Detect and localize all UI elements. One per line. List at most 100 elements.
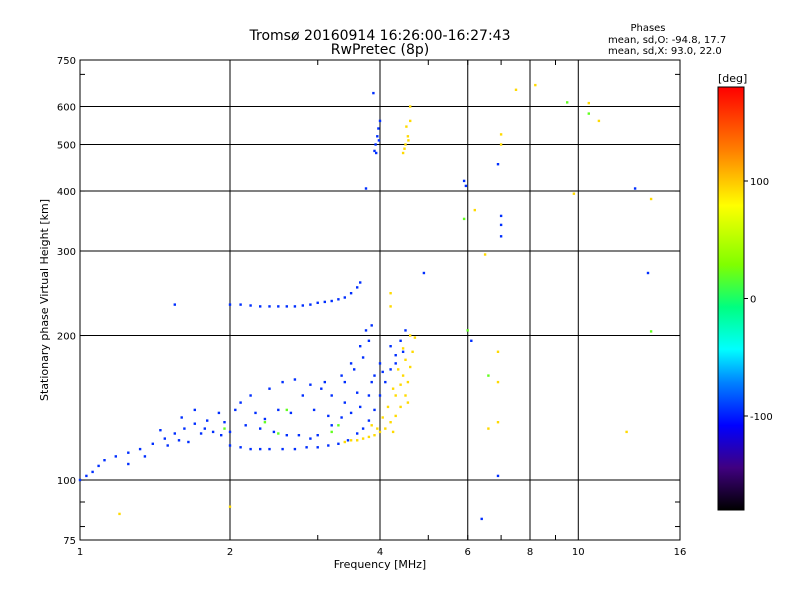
data-point <box>239 446 242 449</box>
data-point <box>297 434 301 437</box>
data-point <box>337 424 340 427</box>
data-point <box>373 374 376 377</box>
data-point <box>203 427 206 430</box>
data-point <box>361 356 365 359</box>
data-point <box>337 442 340 445</box>
data-point <box>97 464 100 468</box>
data-point <box>263 421 267 424</box>
data-point <box>285 434 288 437</box>
data-point <box>293 447 297 451</box>
data-point <box>277 305 280 308</box>
data-point <box>268 387 271 390</box>
x-tick-label: 6 <box>465 547 471 558</box>
data-point <box>259 305 262 308</box>
data-point <box>244 424 247 427</box>
data-point <box>367 435 371 439</box>
data-point <box>277 408 280 412</box>
data-point <box>480 517 483 521</box>
data-point <box>316 446 319 449</box>
data-point <box>359 345 362 348</box>
data-point <box>401 151 405 155</box>
data-point <box>159 429 162 432</box>
data-point <box>349 439 353 442</box>
y-tick-label: 750 <box>57 56 76 67</box>
data-point <box>305 446 308 449</box>
data-point <box>211 430 215 434</box>
data-point <box>293 378 297 381</box>
data-point <box>499 223 503 227</box>
data-point <box>183 427 186 430</box>
data-point <box>78 478 82 482</box>
data-point <box>633 187 637 190</box>
data-point <box>327 444 330 447</box>
data-point <box>228 430 232 434</box>
data-point <box>249 447 252 451</box>
data-point <box>259 427 262 430</box>
data-point <box>394 362 397 365</box>
colorbar-label: [deg] <box>718 72 747 85</box>
data-point <box>462 217 466 221</box>
stats-o-mode: mean, sd,O: -94.8, 17.7 <box>608 35 726 46</box>
data-point <box>406 135 410 138</box>
data-point <box>409 105 412 108</box>
x-tick-label: 1 <box>77 547 83 558</box>
data-point <box>401 350 405 353</box>
y-tick-label: 200 <box>57 332 76 343</box>
data-point <box>464 184 468 188</box>
data-point <box>483 253 487 256</box>
data-point <box>356 391 359 394</box>
data-point <box>359 405 362 409</box>
data-point <box>187 440 190 444</box>
data-point <box>370 424 373 427</box>
data-point <box>173 303 176 306</box>
x-axis-label: Frequency [MHz] <box>334 558 426 571</box>
data-point <box>406 380 410 384</box>
data-point <box>394 354 397 357</box>
data-point <box>514 88 518 91</box>
data-point <box>367 339 371 342</box>
data-point <box>343 401 346 404</box>
data-point <box>199 432 203 435</box>
data-point <box>389 368 392 371</box>
y-tick-label: 300 <box>57 247 76 258</box>
data-point <box>399 339 402 342</box>
grid <box>80 60 680 540</box>
data-point <box>343 440 346 444</box>
data-point <box>143 455 147 458</box>
data-points <box>78 83 653 521</box>
data-point <box>228 505 232 508</box>
data-point <box>193 422 196 425</box>
data-point <box>496 474 500 478</box>
data-point <box>367 419 371 422</box>
data-point <box>349 362 353 365</box>
data-point <box>361 427 365 430</box>
data-point <box>340 374 343 377</box>
data-point <box>277 432 280 435</box>
data-point <box>403 147 406 150</box>
data-point <box>217 411 221 415</box>
data-point <box>359 281 362 284</box>
data-point <box>316 301 319 304</box>
data-point <box>376 135 379 138</box>
stats-x-mode: mean, sd,X: 93.0, 22.0 <box>608 46 722 57</box>
data-point <box>401 347 405 350</box>
data-point <box>386 405 390 409</box>
data-point <box>220 434 223 437</box>
x-tick-label: 16 <box>674 547 687 558</box>
data-point <box>587 112 590 115</box>
data-point <box>422 271 426 275</box>
data-point <box>566 101 569 104</box>
data-point <box>163 437 166 440</box>
y-tick-label: 100 <box>57 476 76 487</box>
data-point <box>391 387 395 390</box>
data-point <box>378 430 382 434</box>
data-point <box>466 329 469 332</box>
data-point <box>394 414 397 418</box>
data-point <box>646 271 650 275</box>
data-point <box>391 430 395 434</box>
data-point <box>364 187 368 190</box>
data-point <box>372 91 375 95</box>
data-point <box>356 286 359 289</box>
data-point <box>127 462 130 466</box>
data-point <box>462 179 466 183</box>
